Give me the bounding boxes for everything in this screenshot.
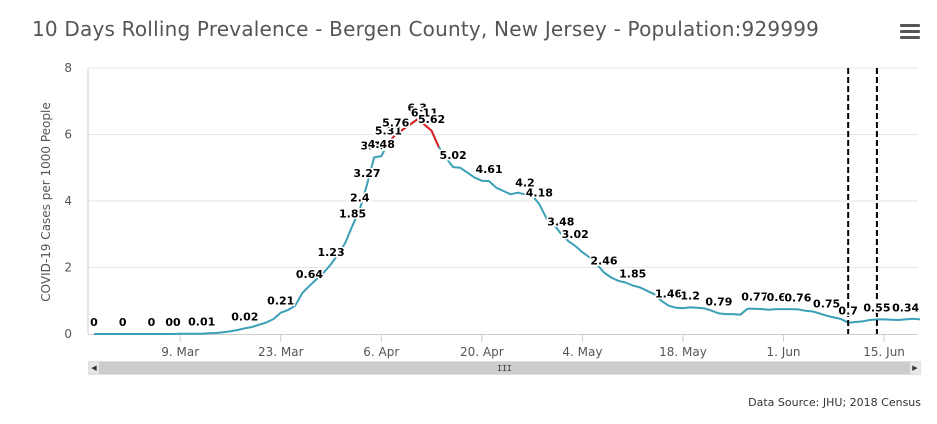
data-labels: 0 0 0 00 0.01 0.020.210.641.231.852.43.273.75… bbox=[89, 0, 937, 331]
scroll-right-arrow-icon[interactable]: ▶ bbox=[910, 362, 920, 374]
x-axis: 9. Mar 23. Mar 6. Apr 20. Apr 4. May 18. May 1… bbox=[88, 334, 918, 359]
y-tick-label: 0 bbox=[64, 327, 72, 341]
x-tick-label: 9. Mar bbox=[161, 345, 199, 359]
data-label: 0.79 bbox=[705, 295, 732, 308]
data-label: 0.75 bbox=[813, 298, 840, 311]
range-navigator-scrollbar[interactable]: ◀ III ▶ bbox=[88, 361, 921, 375]
data-label: 5.31 bbox=[375, 124, 402, 137]
data-label: 5.02 bbox=[440, 149, 467, 162]
y-tick-label: 8 bbox=[64, 61, 72, 75]
series-lines bbox=[94, 118, 921, 335]
data-source-credit: Data Source: JHU; 2018 Census bbox=[748, 396, 921, 409]
data-label: 5.76 bbox=[382, 117, 409, 130]
data-label: 0.34 bbox=[892, 301, 919, 314]
data-label: 3.75 bbox=[361, 139, 388, 152]
y-tick-label: 6 bbox=[64, 128, 72, 142]
data-label: 3.48 bbox=[547, 216, 574, 229]
data-label: 1.85 bbox=[619, 267, 646, 280]
data-label: 4.48 bbox=[368, 138, 395, 151]
data-label: 4.2 bbox=[515, 176, 535, 189]
y-tick-label: 4 bbox=[64, 194, 72, 208]
data-label: 2.46 bbox=[590, 254, 617, 267]
x-tick-label: 15. Jun bbox=[863, 345, 905, 359]
x-tick-label: 23. Mar bbox=[258, 345, 304, 359]
data-label: 1.46 bbox=[655, 288, 682, 301]
data-label: 0.77 bbox=[741, 291, 768, 304]
data-label: 0.55 bbox=[863, 301, 890, 314]
data-label: 0.01 bbox=[188, 316, 215, 329]
y-axis: 0 2 4 6 8 bbox=[64, 61, 89, 341]
data-label: 2.4 bbox=[350, 191, 370, 204]
data-label: 00 bbox=[165, 316, 181, 329]
data-label: 0.21 bbox=[267, 295, 294, 308]
data-label: 0.76 bbox=[784, 291, 811, 304]
data-label: 0 bbox=[90, 316, 98, 329]
data-label: 3.27 bbox=[353, 167, 380, 180]
data-label: 4.18 bbox=[526, 186, 553, 199]
data-label: 3.02 bbox=[562, 228, 589, 241]
data-label: 4.61 bbox=[475, 163, 502, 176]
vertical-markers bbox=[847, 68, 878, 334]
grid-lines bbox=[88, 67, 918, 268]
x-tick-label: 1. Jun bbox=[767, 345, 801, 359]
x-tick-label: 18. May bbox=[659, 345, 707, 359]
data-label: 0.6 bbox=[767, 291, 787, 304]
data-label: 0 bbox=[119, 316, 127, 329]
chart-title: 10 Days Rolling Prevalence - Bergen Coun… bbox=[32, 17, 820, 41]
y-axis-label: COVID-19 Cases per 1000 People bbox=[39, 102, 53, 301]
hamburger-menu-icon[interactable] bbox=[900, 24, 920, 42]
scroll-thumb[interactable]: III bbox=[99, 362, 910, 374]
x-tick-label: 20. Apr bbox=[460, 345, 504, 359]
data-label: 0.64 bbox=[296, 268, 323, 281]
data-label: 0.7 bbox=[838, 305, 858, 318]
x-tick-label: 6. Apr bbox=[363, 345, 399, 359]
series-line bbox=[94, 118, 921, 335]
data-label: 5.62 bbox=[418, 113, 445, 126]
peak-highlight-line bbox=[387, 118, 440, 148]
y-tick-label: 2 bbox=[64, 261, 72, 275]
data-label: 1.23 bbox=[317, 246, 344, 259]
data-label: 0.44 bbox=[921, 0, 937, 3]
data-label: 6.3 bbox=[407, 102, 427, 115]
scroll-left-arrow-icon[interactable]: ◀ bbox=[89, 362, 99, 374]
data-label: 0 bbox=[148, 316, 156, 329]
data-label: 6.11 bbox=[411, 107, 438, 120]
data-label: 0.02 bbox=[231, 310, 258, 323]
data-label: 1.2 bbox=[680, 289, 700, 302]
scroll-grip: III bbox=[497, 364, 512, 373]
data-label: 1.85 bbox=[339, 207, 366, 220]
x-tick-label: 4. May bbox=[562, 345, 602, 359]
